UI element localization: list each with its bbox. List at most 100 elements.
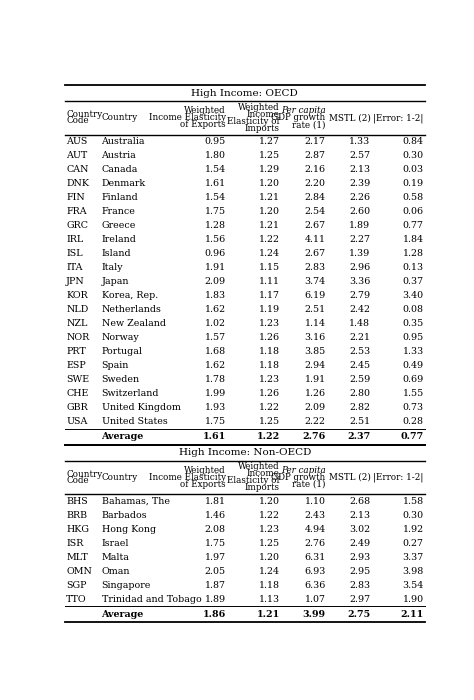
Text: ISR: ISR [66, 539, 83, 547]
Text: 0.95: 0.95 [204, 137, 226, 146]
Text: Spain: Spain [101, 361, 129, 370]
Text: SWE: SWE [66, 375, 90, 384]
Text: 1.83: 1.83 [205, 291, 226, 300]
Text: 2.13: 2.13 [349, 511, 370, 519]
Text: Denmark: Denmark [101, 179, 146, 188]
Text: 4.11: 4.11 [305, 235, 326, 244]
Text: 2.95: 2.95 [349, 567, 370, 576]
Text: 1.10: 1.10 [305, 497, 326, 505]
Text: 1.21: 1.21 [256, 610, 280, 619]
Text: 2.05: 2.05 [205, 567, 226, 576]
Text: 0.19: 0.19 [402, 179, 424, 188]
Text: 1.26: 1.26 [258, 389, 280, 398]
Text: 1.93: 1.93 [204, 403, 226, 412]
Text: 3.98: 3.98 [402, 567, 424, 576]
Text: High Income: Non-OECD: High Income: Non-OECD [179, 448, 311, 457]
Text: 1.18: 1.18 [259, 581, 280, 590]
Text: Finland: Finland [101, 193, 138, 202]
Text: 1.15: 1.15 [258, 263, 280, 272]
Text: FRA: FRA [66, 207, 87, 216]
Text: New Zealand: New Zealand [101, 319, 165, 328]
Text: 1.26: 1.26 [258, 333, 280, 342]
Text: United Kingdom: United Kingdom [101, 403, 181, 412]
Text: Portugal: Portugal [101, 347, 143, 356]
Text: 2.09: 2.09 [305, 403, 326, 412]
Text: Austria: Austria [101, 151, 136, 160]
Text: 2.45: 2.45 [349, 361, 370, 370]
Text: 4.94: 4.94 [305, 525, 326, 533]
Text: 3.40: 3.40 [402, 291, 424, 300]
Text: 6.31: 6.31 [304, 553, 326, 561]
Text: 1.89: 1.89 [205, 595, 226, 604]
Text: 1.21: 1.21 [259, 193, 280, 202]
Text: 1.48: 1.48 [349, 319, 370, 328]
Text: 2.59: 2.59 [349, 375, 370, 384]
Text: USA: USA [66, 417, 88, 426]
Text: 1.84: 1.84 [402, 235, 424, 244]
Text: Island: Island [101, 249, 131, 258]
Text: 0.13: 0.13 [402, 263, 424, 272]
Text: Ireland: Ireland [101, 235, 137, 244]
Text: GRC: GRC [66, 221, 88, 230]
Text: 3.54: 3.54 [402, 581, 424, 590]
Text: 1.99: 1.99 [204, 389, 226, 398]
Text: 1.22: 1.22 [256, 433, 280, 441]
Text: 1.20: 1.20 [259, 207, 280, 216]
Text: 1.91: 1.91 [205, 263, 226, 272]
Text: FIN: FIN [66, 193, 85, 202]
Text: 2.79: 2.79 [349, 291, 370, 300]
Text: 2.67: 2.67 [305, 249, 326, 258]
Text: 3.36: 3.36 [349, 277, 370, 286]
Text: 1.68: 1.68 [205, 347, 226, 356]
Text: Italy: Italy [101, 263, 123, 272]
Text: Switzerland: Switzerland [101, 389, 159, 398]
Text: Imports: Imports [245, 484, 280, 493]
Text: 1.25: 1.25 [258, 539, 280, 547]
Text: High Income: OECD: High Income: OECD [191, 89, 298, 98]
Text: 1.61: 1.61 [205, 179, 226, 188]
Text: AUS: AUS [66, 137, 88, 146]
Text: 1.26: 1.26 [305, 389, 326, 398]
Text: 2.82: 2.82 [349, 403, 370, 412]
Text: 2.94: 2.94 [305, 361, 326, 370]
Text: 1.18: 1.18 [259, 347, 280, 356]
Text: 0.35: 0.35 [402, 319, 424, 328]
Text: GDP growth: GDP growth [272, 473, 326, 482]
Text: Japan: Japan [101, 277, 129, 286]
Text: rate (1): rate (1) [292, 480, 326, 489]
Text: NZL: NZL [66, 319, 88, 328]
Text: 2.37: 2.37 [347, 433, 370, 441]
Text: United States: United States [101, 417, 167, 426]
Text: 1.33: 1.33 [402, 347, 424, 356]
Text: Israel: Israel [101, 539, 129, 547]
Text: 1.46: 1.46 [205, 511, 226, 519]
Text: 2.51: 2.51 [349, 417, 370, 426]
Text: 1.75: 1.75 [205, 207, 226, 216]
Text: |Error: 1-2|: |Error: 1-2| [374, 473, 424, 482]
Text: 1.13: 1.13 [258, 595, 280, 604]
Text: 1.17: 1.17 [259, 291, 280, 300]
Text: MSTL (2): MSTL (2) [328, 113, 370, 122]
Text: 2.42: 2.42 [349, 305, 370, 314]
Text: 0.73: 0.73 [402, 403, 424, 412]
Text: NOR: NOR [66, 333, 90, 342]
Text: Income Elasticity: Income Elasticity [148, 113, 226, 122]
Text: 3.16: 3.16 [304, 333, 326, 342]
Text: 2.17: 2.17 [305, 137, 326, 146]
Text: Greece: Greece [101, 221, 136, 230]
Text: NLD: NLD [66, 305, 89, 314]
Text: Country: Country [101, 113, 138, 122]
Text: 1.23: 1.23 [258, 375, 280, 384]
Text: 2.49: 2.49 [349, 539, 370, 547]
Text: 2.76: 2.76 [305, 539, 326, 547]
Text: SGP: SGP [66, 581, 87, 590]
Text: 3.37: 3.37 [402, 553, 424, 561]
Text: 1.55: 1.55 [402, 389, 424, 398]
Text: 2.09: 2.09 [205, 277, 226, 286]
Text: 1.91: 1.91 [305, 375, 326, 384]
Text: 1.19: 1.19 [258, 305, 280, 314]
Text: 1.54: 1.54 [205, 165, 226, 174]
Text: BRB: BRB [66, 511, 87, 519]
Text: 0.95: 0.95 [402, 333, 424, 342]
Text: PRT: PRT [66, 347, 86, 356]
